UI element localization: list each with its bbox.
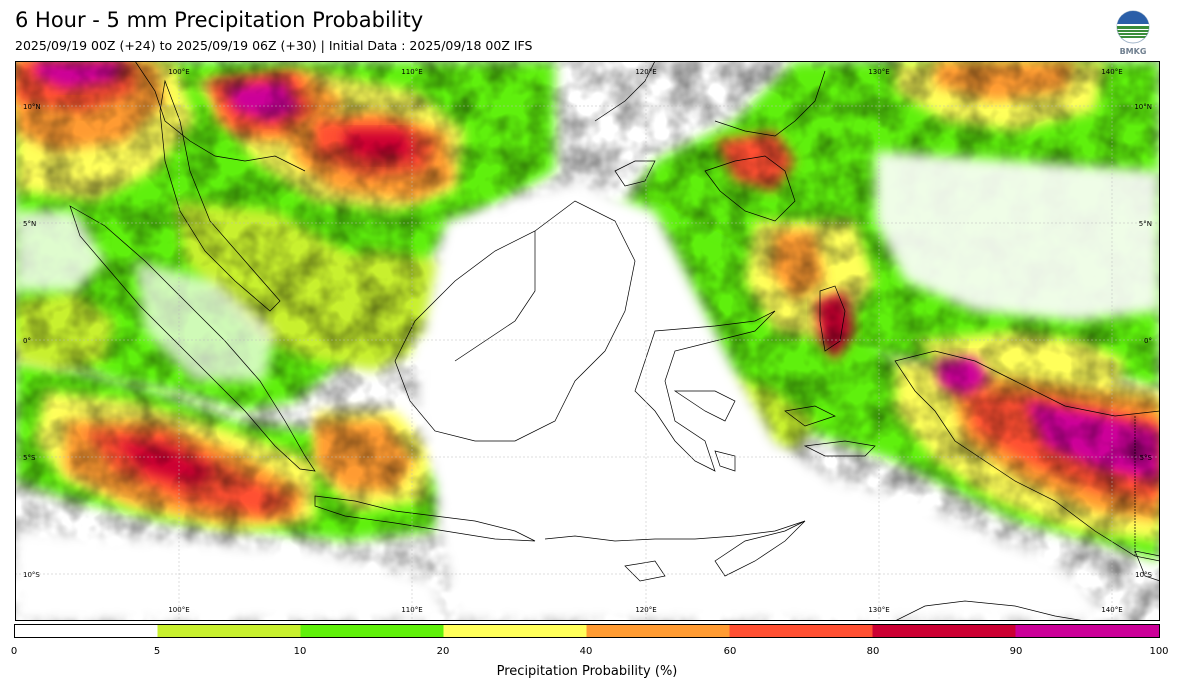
lon-label: 120°E	[635, 606, 656, 614]
colorbar-bin	[586, 624, 730, 638]
precipitation-map: 100°E 110°E 120°E 130°E 140°E 100°E 110°…	[15, 61, 1160, 621]
colorbar	[14, 624, 1160, 638]
colorbar-tick: 10	[293, 646, 307, 657]
colorbar-label: Precipitation Probability (%)	[496, 664, 678, 679]
lat-label: 10°N	[1134, 103, 1152, 111]
lon-label: 130°E	[868, 68, 889, 76]
lon-label: 140°E	[1101, 606, 1122, 614]
lon-label: 130°E	[868, 606, 889, 614]
colorbar-tick: 100	[1149, 646, 1169, 657]
colorbar-bin	[443, 624, 587, 638]
graticule	[15, 61, 1160, 621]
colorbar-tick: 60	[723, 646, 737, 657]
colorbar-bin	[14, 624, 158, 638]
lat-labels-left: 10°N 5°N 0° 5°S 10°S	[23, 103, 41, 579]
colorbar-tick: 80	[866, 646, 880, 657]
lat-label: 5°N	[23, 220, 36, 228]
colorbar-tick: 90	[1009, 646, 1023, 657]
map-title: 6 Hour - 5 mm Precipitation Probability	[15, 8, 424, 32]
svg-text:BMKG: BMKG	[1120, 47, 1147, 56]
colorbar-bin	[300, 624, 444, 638]
colorbar-frame	[14, 624, 1160, 638]
lon-label: 110°E	[401, 606, 422, 614]
colorbar-tick: 5	[153, 646, 161, 657]
lat-label: 0°	[1144, 337, 1152, 345]
lon-label: 100°E	[168, 68, 189, 76]
colorbar-bin	[729, 624, 873, 638]
coastlines	[69, 61, 1160, 621]
colorbar-bin	[872, 624, 1016, 638]
colorbar-tick: 40	[579, 646, 593, 657]
bmkg-logo: BMKG	[1114, 10, 1152, 56]
colorbar-tick: 0	[10, 646, 18, 657]
lat-label: 10°S	[23, 571, 40, 579]
map-subtitle: 2025/09/19 00Z (+24) to 2025/09/19 06Z (…	[15, 38, 533, 53]
lat-label: 5°S	[1140, 454, 1153, 462]
lon-labels-bottom: 100°E 110°E 120°E 130°E 140°E	[168, 606, 1122, 614]
lon-label: 110°E	[401, 68, 422, 76]
lat-label: 5°N	[1139, 220, 1152, 228]
colorbar-tick: 20	[436, 646, 450, 657]
lat-labels-right: 10°N 5°N 0° 5°S 10°S	[1134, 103, 1152, 579]
lat-label: 5°S	[23, 454, 36, 462]
lon-labels-top: 100°E 110°E 120°E 130°E 140°E	[168, 68, 1122, 76]
lat-label: 0°	[23, 337, 31, 345]
map-frame	[15, 61, 1160, 621]
probability-field	[15, 61, 1160, 621]
lon-label: 100°E	[168, 606, 189, 614]
lat-label: 10°N	[23, 103, 41, 111]
colorbar-bin	[1015, 624, 1160, 638]
colorbar-bin	[157, 624, 301, 638]
lon-label: 120°E	[635, 68, 656, 76]
lon-label: 140°E	[1101, 68, 1122, 76]
lat-label: 10°S	[1135, 571, 1152, 579]
